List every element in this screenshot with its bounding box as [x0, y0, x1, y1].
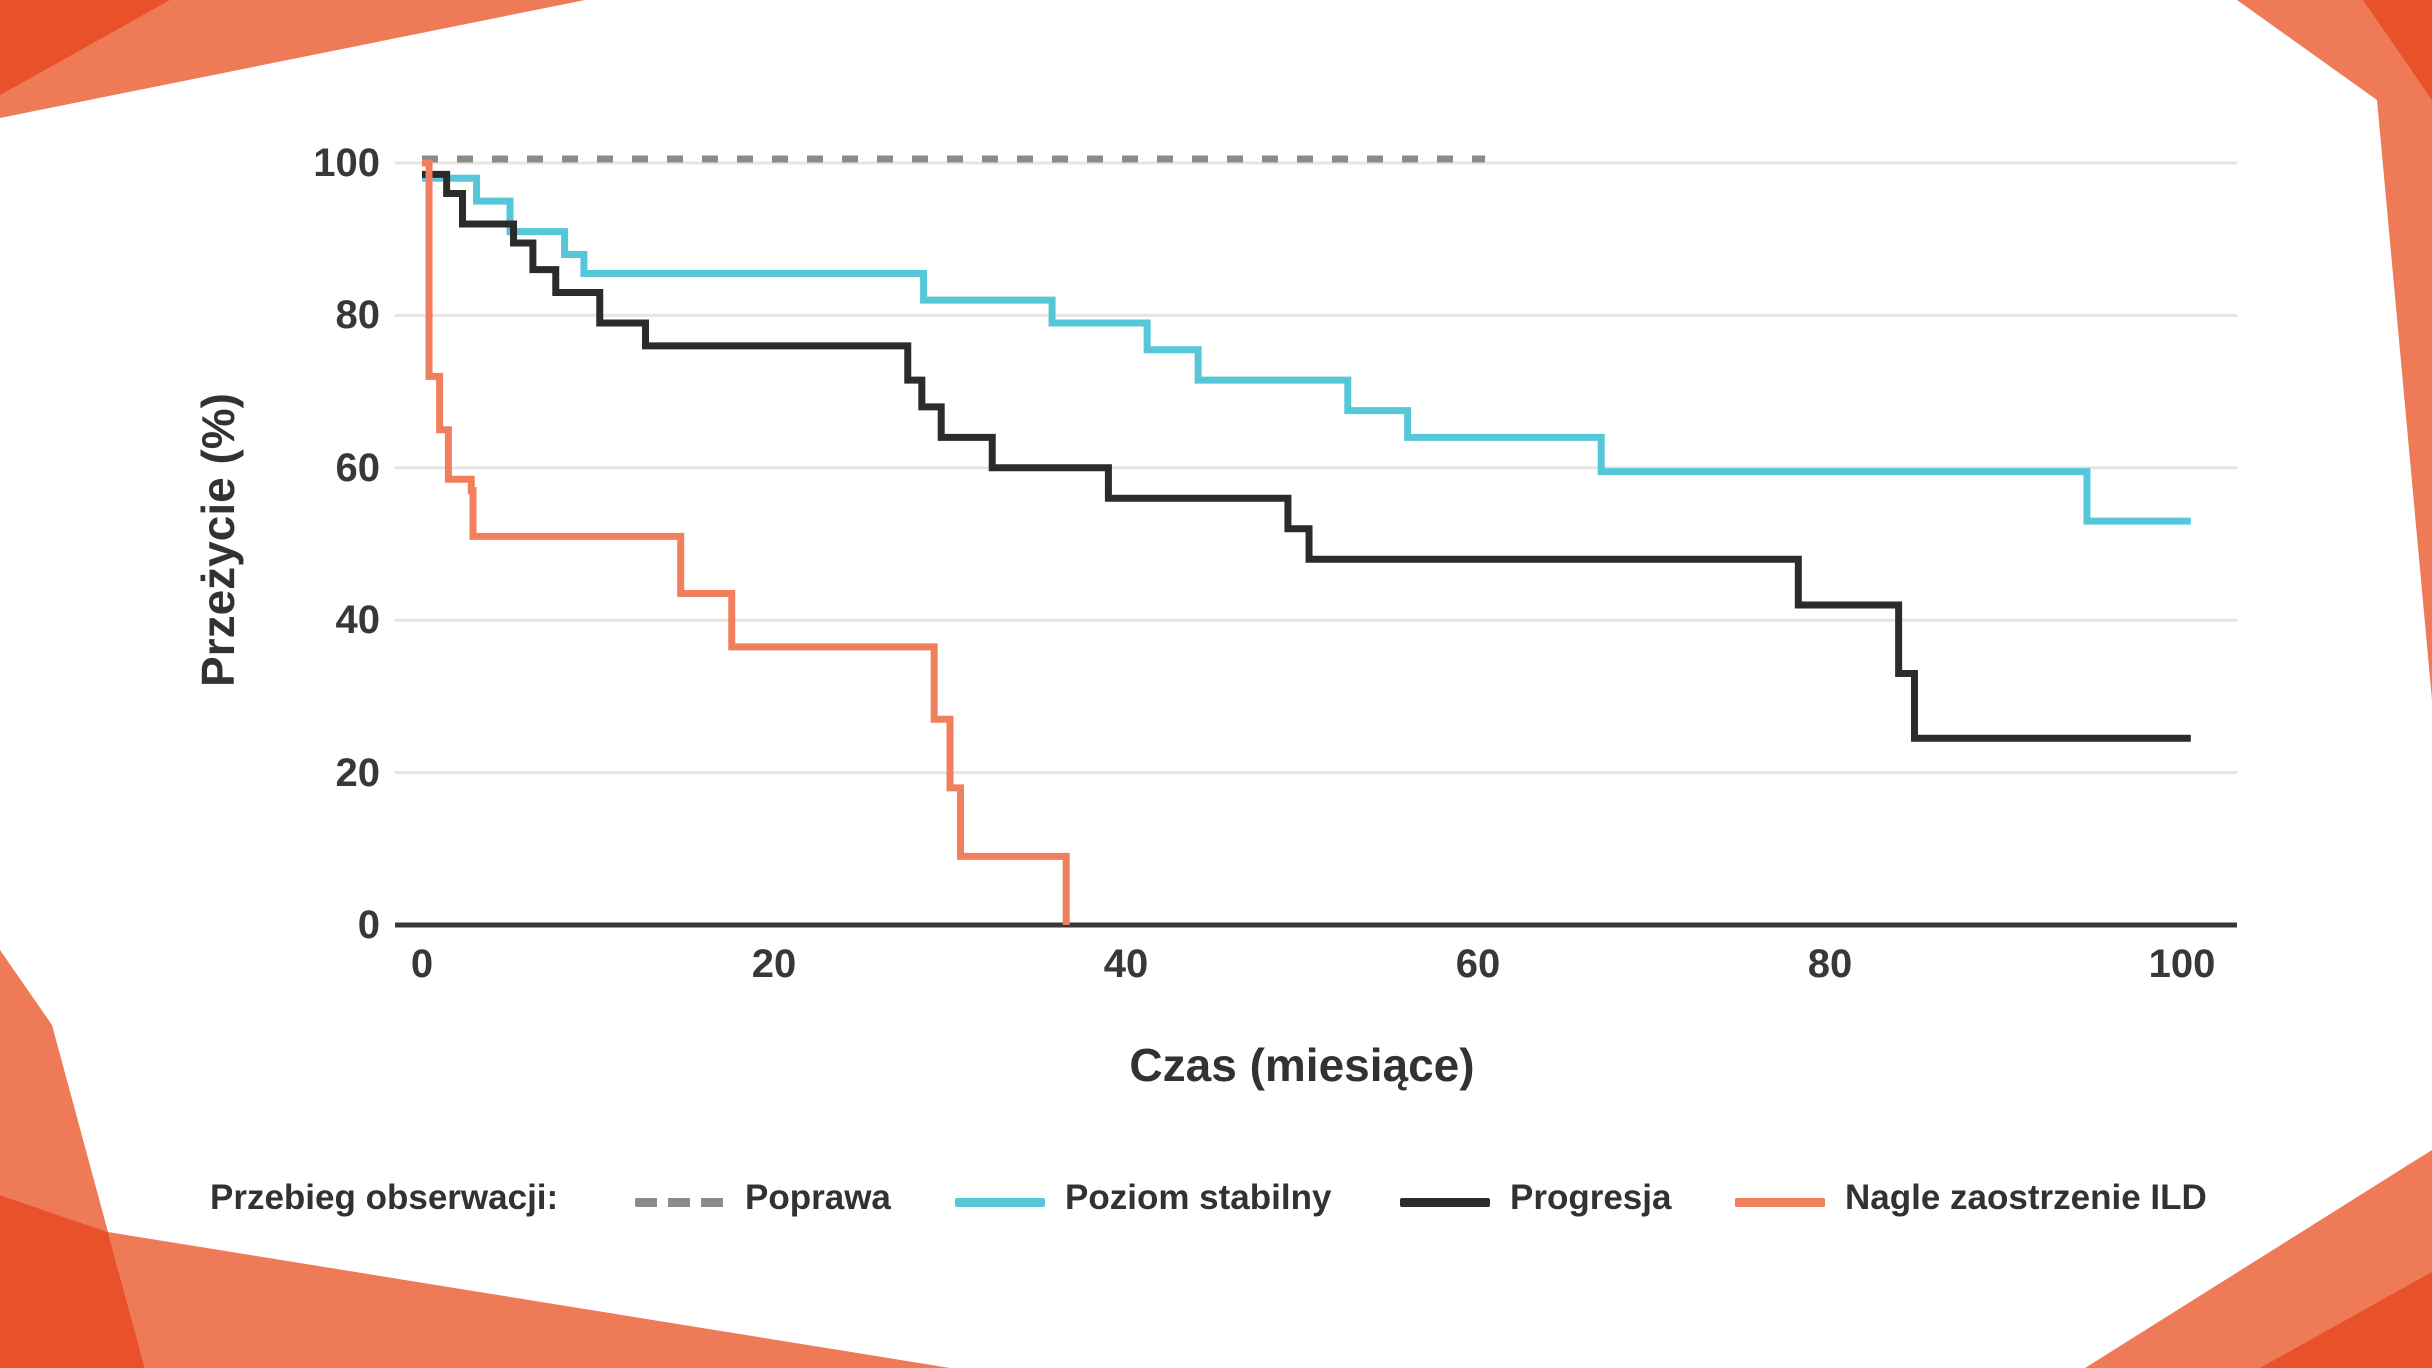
- y-axis-title: Przeżycie (%): [192, 393, 244, 688]
- legend-swatch-black-icon: [1400, 1198, 1490, 1207]
- decor-bottom-left-red: [0, 1195, 145, 1368]
- decor-bottom-right-salmon: [2085, 1150, 2432, 1368]
- x-tick-label: 40: [1103, 942, 1149, 986]
- legend-swatch-dashed-icon: [635, 1198, 725, 1207]
- y-tick-label: 40: [335, 598, 381, 642]
- legend-title: Przebieg obserwacji:: [210, 1178, 559, 1217]
- y-tick-label: 0: [357, 903, 380, 947]
- series-line-nagle-zaostrzenie-ild: [422, 159, 1070, 925]
- x-tick-label: 60: [1455, 942, 1501, 986]
- legend-swatch-cyan-icon: [955, 1198, 1045, 1207]
- decor-top-right-red: [2363, 0, 2432, 100]
- x-tick-label: 0: [410, 942, 434, 986]
- decor-top-left-salmon: [0, 0, 585, 118]
- decor-bottom-left-salmon-2: [108, 1232, 950, 1368]
- decor-bottom-left-salmon-1: [0, 950, 108, 1232]
- y-tick-label: 60: [335, 446, 381, 490]
- legend: Przebieg obserwacji: Poprawa Poziom stab…: [0, 1178, 2432, 1230]
- legend-swatch-orange-icon: [1735, 1198, 1825, 1207]
- decor-bottom-right-red: [2260, 1272, 2432, 1368]
- legend-label: Poprawa: [745, 1178, 891, 1217]
- y-tick-label: 80: [335, 293, 381, 337]
- legend-label: Progresja: [1510, 1178, 1672, 1217]
- gridlines: [395, 161, 2237, 775]
- x-axis-title: Czas (miesiące): [1129, 1039, 1475, 1091]
- y-tick-label: 100: [313, 141, 380, 185]
- decor-top-left-red: [0, 0, 170, 95]
- series-line-poziom-stabilny: [422, 174, 2191, 525]
- series-line-progresja: [422, 170, 2191, 742]
- x-tick-label: 20: [751, 942, 797, 986]
- legend-label: Nagle zaostrzenie ILD: [1845, 1178, 2207, 1217]
- legend-label: Poziom stabilny: [1065, 1178, 1332, 1217]
- x-tick-label: 80: [1807, 942, 1853, 986]
- x-tick-label: 100: [2148, 942, 2216, 986]
- y-tick-label: 20: [335, 751, 381, 795]
